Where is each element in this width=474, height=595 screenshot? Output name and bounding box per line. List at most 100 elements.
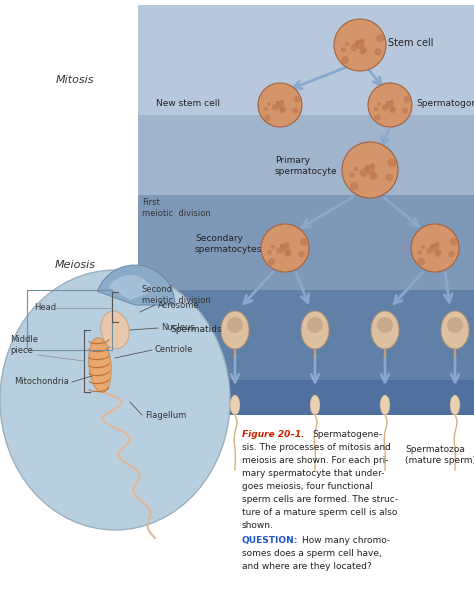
Circle shape [368, 83, 412, 127]
Wedge shape [109, 275, 154, 300]
Text: somes does a sperm cell have,: somes does a sperm cell have, [242, 549, 382, 558]
Circle shape [334, 19, 386, 71]
Circle shape [280, 99, 284, 104]
Circle shape [390, 99, 394, 104]
Circle shape [275, 101, 280, 105]
Circle shape [292, 108, 298, 114]
Circle shape [421, 245, 425, 249]
Ellipse shape [380, 395, 390, 415]
Circle shape [385, 101, 390, 105]
Text: ture of a mature sperm cell is also: ture of a mature sperm cell is also [242, 508, 397, 517]
Circle shape [281, 107, 286, 112]
Circle shape [376, 34, 384, 42]
Ellipse shape [89, 337, 111, 393]
Circle shape [280, 244, 284, 248]
Circle shape [402, 108, 408, 114]
Text: Secondary
spermatocytes: Secondary spermatocytes [195, 234, 262, 253]
Circle shape [374, 107, 378, 111]
Bar [138, 290, 474, 380]
Ellipse shape [230, 395, 240, 415]
Circle shape [382, 104, 388, 110]
Text: sis. The processes of mitosis and: sis. The processes of mitosis and [242, 443, 391, 452]
Circle shape [227, 317, 243, 333]
Circle shape [272, 104, 278, 110]
Circle shape [365, 165, 370, 171]
Text: Spermatids: Spermatids [170, 325, 222, 334]
Bar [27, 290, 112, 350]
Ellipse shape [301, 311, 329, 349]
Circle shape [341, 56, 349, 64]
Circle shape [426, 247, 433, 254]
Circle shape [264, 114, 271, 121]
Circle shape [365, 165, 375, 174]
Circle shape [387, 158, 396, 167]
Circle shape [377, 102, 381, 106]
Circle shape [349, 173, 355, 178]
Text: QUESTION:: QUESTION: [242, 536, 298, 545]
Circle shape [430, 244, 434, 248]
Circle shape [434, 250, 441, 257]
Text: Spermatogene-: Spermatogene- [312, 430, 382, 439]
Ellipse shape [450, 395, 460, 415]
Bar [138, 5, 474, 115]
Circle shape [450, 238, 457, 246]
Text: Middle
piece: Middle piece [10, 336, 38, 355]
Circle shape [374, 114, 381, 121]
Text: Mitosis: Mitosis [56, 75, 94, 85]
Circle shape [286, 250, 292, 255]
Circle shape [300, 238, 308, 246]
Circle shape [431, 243, 439, 252]
Circle shape [403, 96, 410, 103]
Text: Spermatozoa
(mature sperm): Spermatozoa (mature sperm) [405, 445, 474, 465]
Circle shape [267, 250, 272, 255]
Wedge shape [98, 265, 175, 305]
Circle shape [430, 244, 435, 249]
Circle shape [385, 173, 393, 181]
Circle shape [360, 169, 368, 177]
Text: New stem cell: New stem cell [156, 99, 220, 108]
Ellipse shape [221, 311, 249, 349]
Circle shape [281, 243, 289, 252]
Text: Flagellum: Flagellum [145, 411, 186, 419]
Bar [138, 380, 474, 415]
Text: Second
meiotic  division: Second meiotic division [142, 285, 211, 305]
Text: How many chromo-: How many chromo- [302, 536, 390, 545]
Circle shape [411, 224, 459, 272]
Circle shape [361, 47, 367, 53]
Circle shape [279, 107, 285, 113]
Circle shape [280, 244, 285, 249]
Circle shape [371, 172, 378, 178]
Circle shape [271, 245, 275, 249]
Bar [138, 195, 474, 290]
Circle shape [293, 96, 301, 103]
Circle shape [354, 167, 358, 171]
Circle shape [285, 242, 290, 246]
Text: Nucleus: Nucleus [161, 324, 195, 333]
Circle shape [417, 250, 422, 255]
Text: mary spermatocyte that under-: mary spermatocyte that under- [242, 469, 384, 478]
Ellipse shape [101, 311, 129, 349]
Circle shape [275, 101, 279, 105]
Circle shape [377, 317, 393, 333]
Circle shape [355, 40, 359, 45]
Circle shape [268, 258, 275, 265]
Ellipse shape [441, 311, 469, 349]
Text: Figure 20–1.: Figure 20–1. [242, 430, 304, 439]
Text: First
meiotic  division: First meiotic division [142, 198, 211, 218]
Circle shape [447, 317, 463, 333]
Circle shape [345, 42, 349, 46]
Ellipse shape [371, 311, 399, 349]
Circle shape [276, 247, 283, 254]
Circle shape [374, 48, 382, 55]
Circle shape [386, 101, 394, 108]
Text: Mitochondria: Mitochondria [14, 377, 69, 387]
Circle shape [355, 40, 360, 45]
Text: Stem cell: Stem cell [388, 38, 434, 48]
Circle shape [341, 47, 346, 52]
Text: sperm cells are formed. The struc-: sperm cells are formed. The struc- [242, 495, 398, 504]
Text: Primary
spermatocyte: Primary spermatocyte [275, 156, 337, 176]
Circle shape [342, 142, 398, 198]
Circle shape [386, 101, 390, 105]
Text: meiosis are shown. For each pri-: meiosis are shown. For each pri- [242, 456, 389, 465]
Circle shape [267, 102, 271, 106]
